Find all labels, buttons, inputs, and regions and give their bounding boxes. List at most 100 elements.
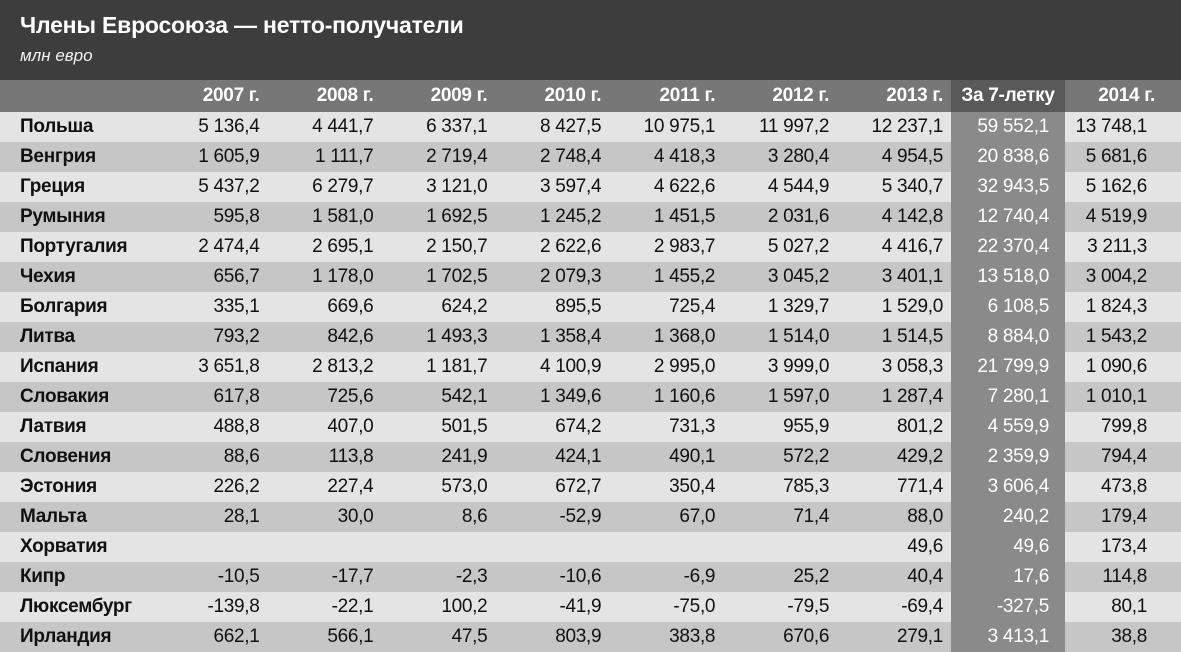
table-row: Греция 5 437,2 6 279,7 3 121,0 3 597,4 4 622,… <box>0 172 1181 202</box>
value-cell: 3 280,4 <box>723 142 838 172</box>
value-cell: 3 211,3 <box>1064 232 1181 262</box>
value-cell: 2 813,2 <box>267 352 382 382</box>
value-cell: 88,6 <box>178 442 268 472</box>
value-cell: 179,4 <box>1064 502 1181 532</box>
value-cell: 1 702,5 <box>381 262 496 292</box>
value-cell: 67,0 <box>609 502 724 532</box>
value-cell: 8 427,5 <box>495 112 610 142</box>
value-cell: 1 597,0 <box>723 382 838 412</box>
value-cell: -69,4 <box>837 592 952 622</box>
table-row: Эстония 226,2 227,4 573,0 672,7 350,4 785,3 771… <box>0 472 1181 502</box>
value-cell: 3 058,3 <box>837 352 952 382</box>
table-header-row: 2007 г. 2008 г. 2009 г. 2010 г. 2011 г. … <box>0 80 1181 112</box>
value-cell: 572,2 <box>723 442 838 472</box>
value-cell: 842,6 <box>267 322 382 352</box>
value-cell: 1 451,5 <box>609 202 724 232</box>
value-cell: 4 954,5 <box>837 142 952 172</box>
value-cell: 501,5 <box>381 412 496 442</box>
value-cell: 4 418,3 <box>609 142 724 172</box>
value-cell: 793,2 <box>178 322 268 352</box>
value-cell: 335,1 <box>178 292 268 322</box>
value-cell <box>267 532 382 562</box>
total-cell: 3 606,4 <box>951 472 1065 502</box>
table-row: Мальта 28,1 30,0 8,6 -52,9 67,0 71,4 88,0 240,2 1… <box>0 502 1181 532</box>
value-cell: 1 329,7 <box>723 292 838 322</box>
value-cell: 28,1 <box>178 502 268 532</box>
value-cell: 113,8 <box>267 442 382 472</box>
table-row: Хорватия 49,6 49,6 173,4 <box>0 532 1181 562</box>
total-cell: 7 280,1 <box>951 382 1065 412</box>
value-cell: 6 337,1 <box>381 112 496 142</box>
value-cell: 279,1 <box>837 622 952 652</box>
value-cell: 1 455,2 <box>609 262 724 292</box>
value-cell: 4 519,9 <box>1064 202 1181 232</box>
total-cell: 6 108,5 <box>951 292 1065 322</box>
header-cell: 2013 г. <box>837 80 952 112</box>
value-cell: 1 824,3 <box>1064 292 1181 322</box>
table-row: Кипр -10,5 -17,7 -2,3 -10,6 -6,9 25,2 40,4 17,6 1… <box>0 562 1181 592</box>
header-cell: 2011 г. <box>609 80 724 112</box>
country-cell: Румыния <box>0 202 178 232</box>
value-cell: 3 401,1 <box>837 262 952 292</box>
value-cell: 227,4 <box>267 472 382 502</box>
value-cell: 40,4 <box>837 562 952 592</box>
value-cell: 662,1 <box>178 622 268 652</box>
value-cell: 4 441,7 <box>267 112 382 142</box>
value-cell: 350,4 <box>609 472 724 502</box>
value-cell <box>178 532 268 562</box>
country-cell: Хорватия <box>0 532 178 562</box>
value-cell: -52,9 <box>495 502 610 532</box>
value-cell: 2 474,4 <box>178 232 268 262</box>
value-cell <box>495 532 610 562</box>
value-cell: 1 581,0 <box>267 202 382 232</box>
value-cell: 1 543,2 <box>1064 322 1181 352</box>
header-cell: 2012 г. <box>723 80 838 112</box>
value-cell <box>723 532 838 562</box>
value-cell: 895,5 <box>495 292 610 322</box>
chart-title: Члены Евросоюза — нетто-получатели <box>20 12 464 38</box>
value-cell: 490,1 <box>609 442 724 472</box>
total-cell: -327,5 <box>951 592 1065 622</box>
value-cell: 725,6 <box>267 382 382 412</box>
value-cell: 799,8 <box>1064 412 1181 442</box>
data-table: 2007 г. 2008 г. 2009 г. 2010 г. 2011 г. … <box>0 80 1181 652</box>
value-cell: 5 136,4 <box>178 112 268 142</box>
value-cell: 12 237,1 <box>837 112 952 142</box>
table-row: Португалия 2 474,4 2 695,1 2 150,7 2 622,6 2 … <box>0 232 1181 262</box>
country-cell: Кипр <box>0 562 178 592</box>
value-cell: 3 121,0 <box>381 172 496 202</box>
header-cell: 2008 г. <box>267 80 382 112</box>
value-cell: 955,9 <box>723 412 838 442</box>
value-cell: 488,8 <box>178 412 268 442</box>
value-cell: 3 045,2 <box>723 262 838 292</box>
value-cell: 1 010,1 <box>1064 382 1181 412</box>
value-cell: 624,2 <box>381 292 496 322</box>
value-cell: 1 181,7 <box>381 352 496 382</box>
value-cell: 424,1 <box>495 442 610 472</box>
value-cell: 1 368,0 <box>609 322 724 352</box>
total-cell: 12 740,4 <box>951 202 1065 232</box>
value-cell: -139,8 <box>178 592 268 622</box>
value-cell: 669,6 <box>267 292 382 322</box>
header-cell-country <box>0 80 178 112</box>
value-cell: 2 719,4 <box>381 142 496 172</box>
value-cell: 2 079,3 <box>495 262 610 292</box>
total-cell: 8 884,0 <box>951 322 1065 352</box>
country-cell: Чехия <box>0 262 178 292</box>
value-cell: 670,6 <box>723 622 838 652</box>
value-cell: 407,0 <box>267 412 382 442</box>
value-cell: 573,0 <box>381 472 496 502</box>
table-row: Чехия 656,7 1 178,0 1 702,5 2 079,3 1 455,2 3 … <box>0 262 1181 292</box>
value-cell: 383,8 <box>609 622 724 652</box>
value-cell: 1 514,0 <box>723 322 838 352</box>
country-cell: Мальта <box>0 502 178 532</box>
country-cell: Болгария <box>0 292 178 322</box>
table-row: Болгария 335,1 669,6 624,2 895,5 725,4 1 329,7… <box>0 292 1181 322</box>
total-cell: 32 943,5 <box>951 172 1065 202</box>
country-cell: Испания <box>0 352 178 382</box>
value-cell: -79,5 <box>723 592 838 622</box>
value-cell: 1 514,5 <box>837 322 952 352</box>
value-cell: -22,1 <box>267 592 382 622</box>
value-cell: 1 493,3 <box>381 322 496 352</box>
